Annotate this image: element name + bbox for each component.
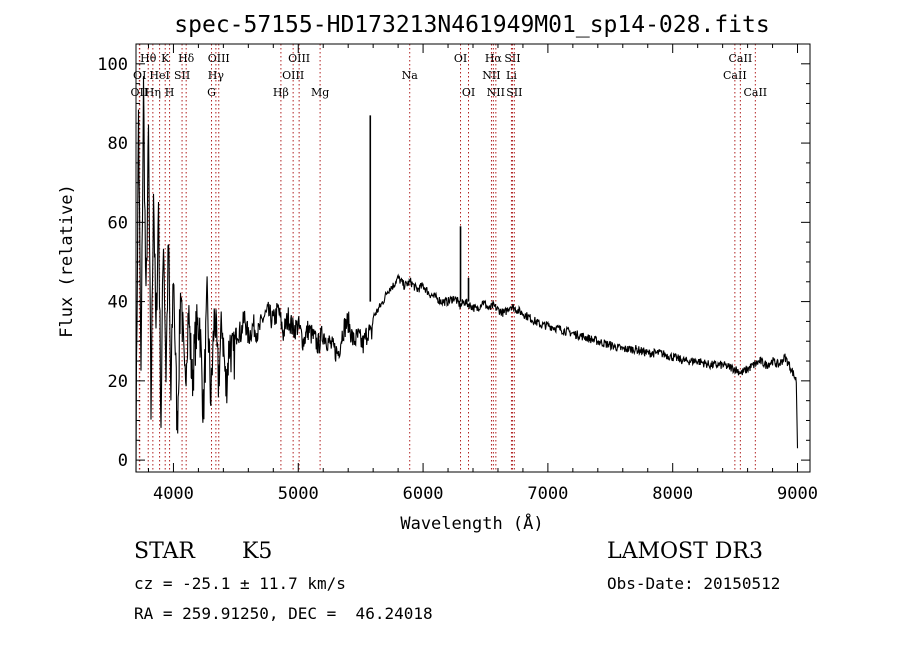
- line-marker-label: NII: [482, 69, 500, 82]
- survey-name: LAMOST DR3: [607, 539, 763, 564]
- line-marker-label: OIII: [288, 52, 310, 65]
- y-tick-label: 0: [118, 451, 128, 471]
- object-class: STAR: [134, 539, 195, 564]
- spectrum-line: [135, 76, 799, 473]
- x-axis-label: Wavelength (Å): [400, 512, 543, 534]
- line-marker-label: H: [165, 86, 175, 99]
- y-tick-label: 60: [108, 213, 128, 233]
- line-marker-label: Li: [506, 69, 517, 82]
- line-marker-label: Hβ: [273, 86, 289, 99]
- line-marker-label: SII: [506, 86, 522, 99]
- line-marker-label: CaII: [723, 69, 747, 82]
- chart-title: spec-57155-HD173213N461949M01_sp14-028.f…: [174, 12, 769, 38]
- y-axis-label: Flux (relative): [57, 184, 77, 338]
- line-marker-label: OIII: [208, 52, 230, 65]
- coordinates: RA = 259.91250, DEC = 46.24018: [134, 604, 433, 623]
- x-tick-label: 9000: [777, 484, 818, 504]
- x-tick-label: 8000: [652, 484, 693, 504]
- spectral-line-markers: HθOIIOIKHHeIHηSIIHδOIIIHγGHβOIIIOIIIMgNa…: [131, 44, 767, 472]
- y-tick-label: 80: [108, 134, 128, 154]
- line-marker-label: Hθ: [140, 52, 157, 65]
- line-marker-label: Hα: [485, 52, 503, 65]
- line-marker-label: OI: [454, 52, 467, 65]
- x-tick-label: 4000: [153, 484, 194, 504]
- line-marker-label: NII: [487, 86, 505, 99]
- x-tick-label: 5000: [278, 484, 319, 504]
- observation-date: Obs-Date: 20150512: [607, 574, 781, 593]
- y-tick-label: 100: [97, 55, 128, 75]
- spectrum-plot-area: [135, 76, 799, 473]
- line-marker-label: OI: [133, 69, 146, 82]
- axis-ticks: 4000 5000 6000 7000 8000 9000 0 20 40 60 80 100: [97, 44, 818, 504]
- redshift-cz: cz = -25.1 ± 11.7 km/s: [134, 574, 346, 593]
- line-marker-label: CaII: [729, 52, 753, 65]
- line-marker-label: Hδ: [178, 52, 195, 65]
- line-marker-label: SII: [174, 69, 190, 82]
- x-tick-label: 6000: [403, 484, 444, 504]
- x-tick-label: 7000: [527, 484, 568, 504]
- line-marker-label: CaII: [743, 86, 767, 99]
- line-marker-label: OI: [462, 86, 475, 99]
- line-marker-label: OIII: [282, 69, 304, 82]
- line-marker-label: Hη: [145, 86, 161, 99]
- line-marker-label: Hγ: [208, 69, 225, 82]
- line-marker-label: Na: [402, 69, 419, 82]
- line-marker-label: SII: [504, 52, 520, 65]
- line-marker-label: G: [207, 86, 216, 99]
- line-marker-label: Mg: [311, 86, 329, 99]
- object-subclass: K5: [242, 539, 273, 564]
- plot-frame: [135, 43, 811, 473]
- y-tick-label: 40: [108, 293, 128, 313]
- line-marker-label: HeI: [149, 69, 169, 82]
- line-marker-label: K: [161, 52, 170, 65]
- y-tick-label: 20: [108, 372, 128, 392]
